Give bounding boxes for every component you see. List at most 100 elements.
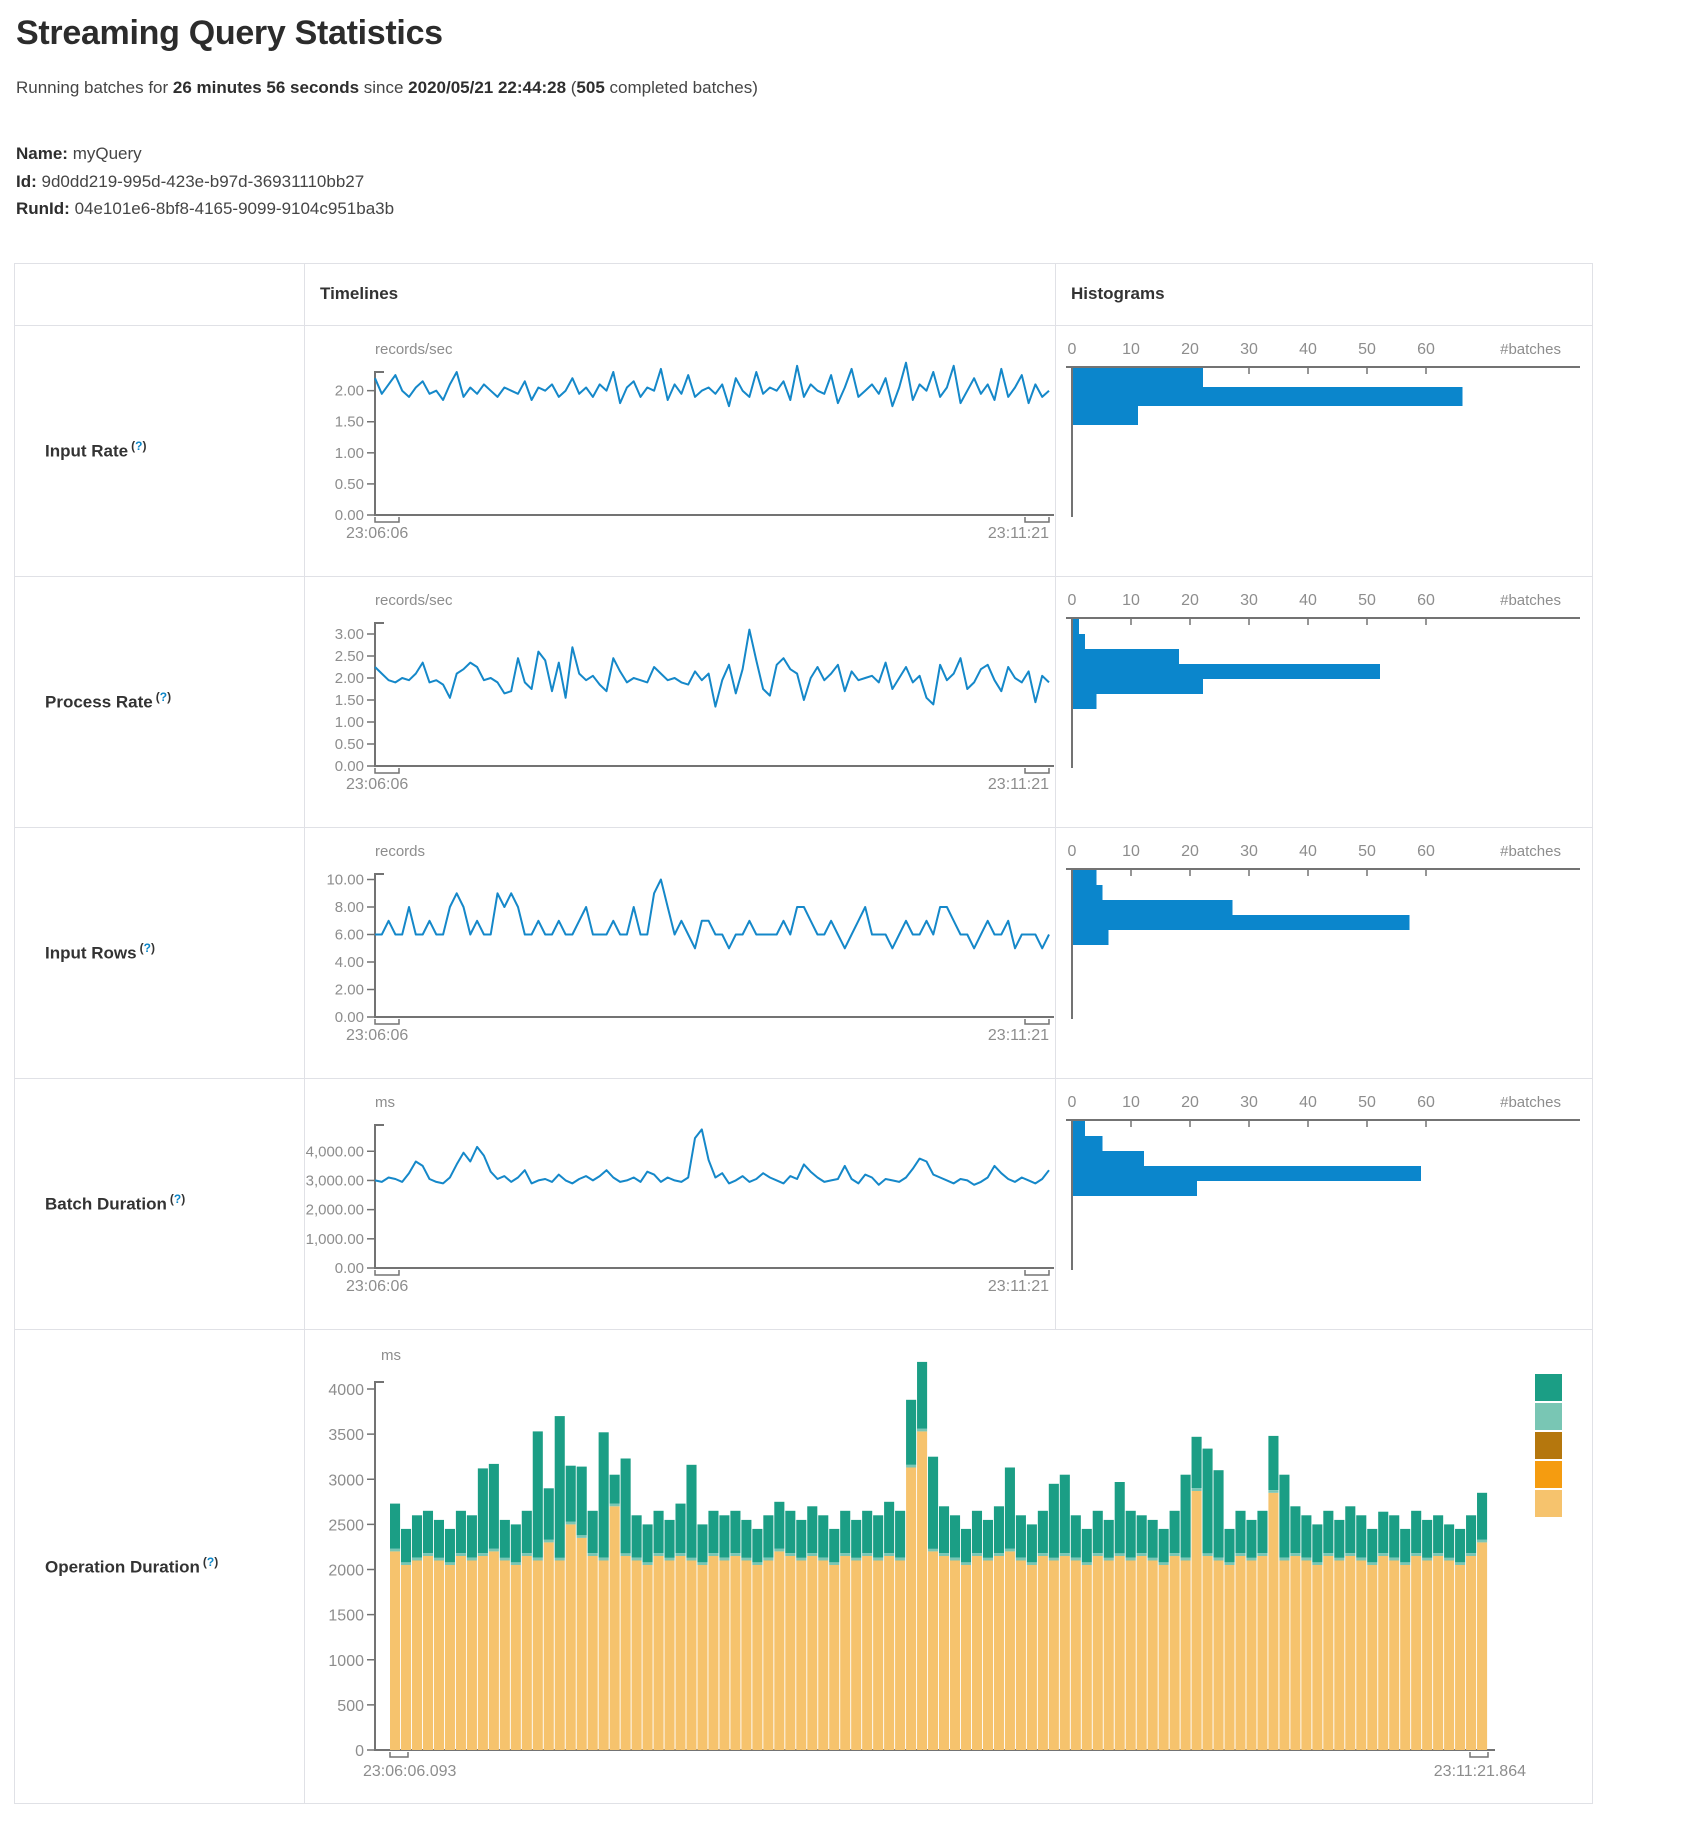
timelines-column-header: Timelines [304,262,1056,326]
input-rate-timeline-cell: records/sec 0.00 0.50 1.00 1.50 2.00 23:06:06 2… [304,324,1056,577]
svg-text:60: 60 [1417,592,1435,609]
start-time: 2020/05/21 22:44:28 [408,78,567,97]
operation-duration-chart-cell: ms 0 500 1000 1500 2000 2500 3000 3500 4000 23:06:… [304,1328,1593,1804]
svg-text:2.50: 2.50 [335,648,364,665]
svg-text:0.00: 0.00 [335,1260,364,1277]
svg-text:30: 30 [1240,843,1258,860]
input-rate-timeline-chart: records/sec 0.00 0.50 1.00 1.50 2.00 23:06:06 2… [335,341,1054,542]
svg-text:2500: 2500 [328,1517,364,1534]
runid-label: RunId: [16,199,70,219]
svg-text:1.00: 1.00 [335,444,364,461]
page-title: Streaming Query Statistics [16,14,443,52]
svg-text:30: 30 [1240,592,1258,609]
svg-text:3.00: 3.00 [335,626,364,643]
svg-text:0.00: 0.00 [335,507,364,524]
paren-open: ( [566,78,577,97]
help-icon[interactable]: (?) [139,941,155,956]
run-summary-text: Running batches for [16,78,173,97]
svg-text:ms: ms [375,1094,395,1111]
svg-text:records/sec: records/sec [375,341,453,358]
corner-cell [14,262,305,326]
batch-duration-histogram-cell: 0 10 20 30 40 50 60 #batches [1055,1077,1593,1330]
name-value: myQuery [72,144,142,163]
svg-text:23:11:21: 23:11:21 [988,1278,1049,1295]
svg-text:60: 60 [1417,1094,1435,1111]
legend-swatch [1535,1489,1562,1517]
svg-text:4,000.00: 4,000.00 [306,1143,364,1160]
svg-text:40: 40 [1299,592,1317,609]
svg-text:30: 30 [1240,1094,1258,1111]
svg-text:10: 10 [1122,341,1140,358]
query-runid-row: RunId: 04e101e6-8bf8-4165-9099-9104c951b… [16,195,1679,223]
svg-text:8.00: 8.00 [335,899,364,916]
svg-text:0: 0 [1068,843,1077,860]
svg-text:23:11:21: 23:11:21 [988,1027,1049,1044]
svg-text:ms: ms [381,1347,401,1364]
svg-text:0.00: 0.00 [335,758,364,775]
input-rows-timeline-cell: records 0.00 2.00 4.00 6.00 8.00 10.00 23:06:06… [304,826,1056,1079]
svg-text:40: 40 [1299,341,1317,358]
run-duration: 26 minutes 56 seconds [172,78,360,97]
svg-text:40: 40 [1299,1094,1317,1111]
svg-text:23:11:21: 23:11:21 [988,776,1049,793]
svg-text:0.00: 0.00 [335,1009,364,1026]
since-text: since [359,78,409,97]
metric-label: Operation Duration [45,1557,200,1577]
help-icon[interactable]: (?) [202,1554,219,1569]
svg-text:3000: 3000 [328,1472,364,1489]
input-rate-histogram-chart: 0 10 20 30 40 50 60 #batches [1066,341,1580,517]
svg-text:10: 10 [1122,1094,1140,1111]
operation-duration-label-cell: Operation Duration (?) [14,1328,305,1804]
svg-text:2.00: 2.00 [335,670,364,687]
svg-text:20: 20 [1181,843,1199,860]
svg-text:3500: 3500 [328,1427,364,1444]
statistics-table: Timelines Histograms Input Rate (?) recor… [14,262,1593,1804]
process-rate-histogram-chart: 0 10 20 30 40 50 60 #batches [1066,592,1580,768]
input-rows-row: Input Rows (?) records 0.00 2.00 4.00 6.00 8.0… [14,826,1593,1079]
svg-text:0: 0 [1068,592,1077,609]
svg-text:0: 0 [1068,1094,1077,1111]
input-rows-timeline-chart: records 0.00 2.00 4.00 6.00 8.00 10.00 23:06:06… [326,843,1054,1044]
svg-text:50: 50 [1358,592,1376,609]
process-rate-timeline-cell: records/sec 0.00 0.50 1.00 1.50 2.00 2.50 3.00 2… [304,575,1056,828]
legend-swatch [1535,1373,1562,1401]
run-summary: Running batches for 26 minutes 56 second… [16,78,1679,98]
svg-text:0: 0 [1068,341,1077,358]
operation-duration-stacked-chart: ms 0 500 1000 1500 2000 2500 3000 3500 4000 23:06:… [328,1347,1562,1780]
svg-text:23:06:06: 23:06:06 [346,1027,408,1044]
input-rows-histogram-cell: 0 10 20 30 40 50 60 #batches [1055,826,1593,1079]
svg-text:23:06:06: 23:06:06 [346,525,408,542]
id-label: Id: [16,171,37,191]
svg-text:50: 50 [1358,1094,1376,1111]
runid-value: 04e101e6-8bf8-4165-9099-9104c951ba3b [74,199,395,219]
batch-duration-histogram-chart: 0 10 20 30 40 50 60 #batches [1066,1094,1580,1270]
legend-swatch [1535,1431,1562,1459]
legend-swatch [1535,1402,1562,1430]
help-icon[interactable]: (?) [169,1192,186,1207]
metric-label: Process Rate [45,692,153,712]
input-rate-label-cell: Input Rate (?) [14,324,305,577]
operation-duration-row: Operation Duration (?) ms 0 500 1000 1500 2000… [14,1328,1593,1804]
completed-batches-text: completed batches) [604,78,758,97]
svg-text:60: 60 [1417,843,1435,860]
help-icon[interactable]: (?) [155,690,172,705]
help-icon[interactable]: (?) [131,439,147,454]
svg-text:10: 10 [1122,843,1140,860]
batch-duration-row: Batch Duration (?) ms 0.00 1,000.00 2,000.00… [14,1077,1593,1330]
page: Streaming Query Statistics Running batch… [0,14,1693,1824]
metric-label: Input Rate [45,441,129,461]
batch-duration-label-cell: Batch Duration (?) [14,1077,305,1330]
svg-text:60: 60 [1417,341,1435,358]
svg-text:10: 10 [1122,592,1140,609]
svg-text:1.50: 1.50 [335,692,364,709]
batch-duration-timeline-chart: ms 0.00 1,000.00 2,000.00 3,000.00 4,000.00 23… [306,1094,1054,1295]
svg-text:records: records [375,843,425,860]
svg-text:0: 0 [355,1743,364,1760]
svg-text:0.50: 0.50 [335,736,364,753]
svg-text:0.50: 0.50 [335,476,364,493]
query-meta: Name: myQuery Id: 9d0dd219-995d-423e-b97… [16,140,1679,223]
svg-text:40: 40 [1299,843,1317,860]
metric-label: Input Rows [45,943,137,963]
histograms-column-header: Histograms [1055,262,1593,326]
svg-text:10.00: 10.00 [326,871,364,888]
